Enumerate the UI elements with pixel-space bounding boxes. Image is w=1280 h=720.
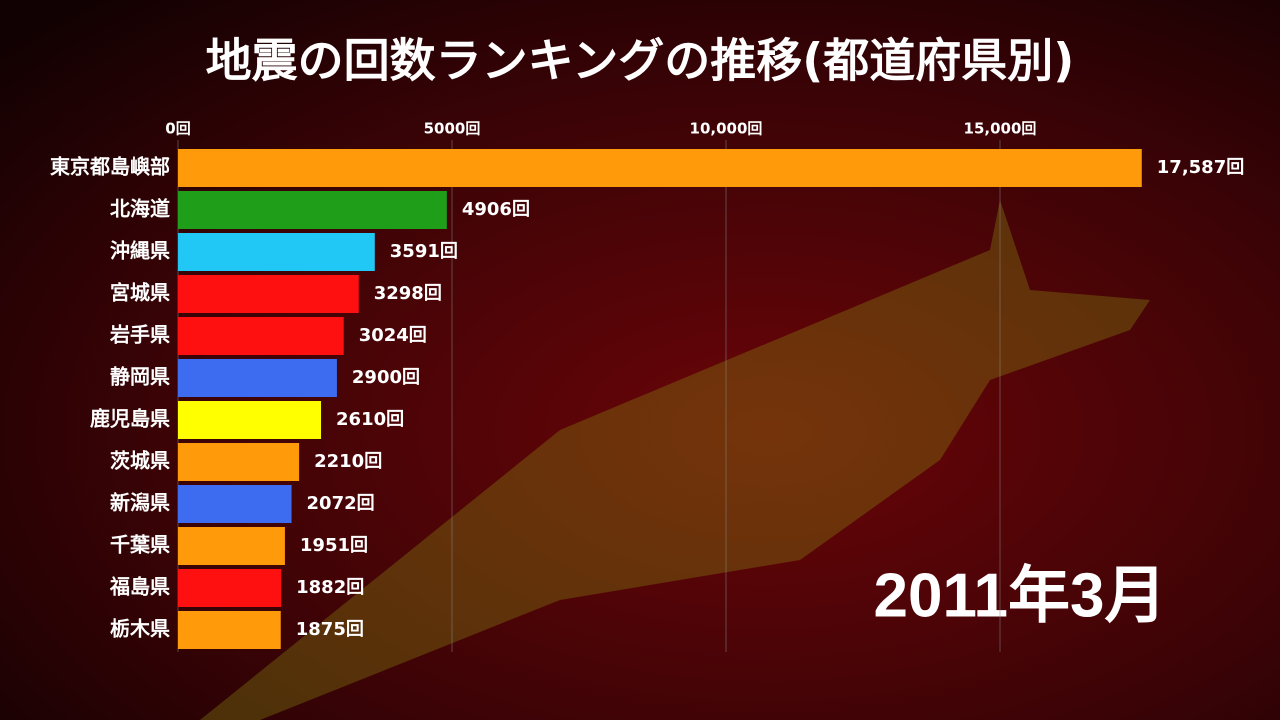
category-label: 北海道 (110, 197, 170, 221)
value-label: 2210回 (314, 451, 382, 472)
category-label: 茨城県 (110, 449, 170, 473)
bar (178, 359, 337, 397)
value-label: 3024回 (359, 325, 427, 346)
bar (178, 191, 447, 229)
category-label: 宮城県 (110, 281, 170, 305)
chart-title: 地震の回数ランキングの推移(都道府県別) (206, 34, 1075, 88)
category-label: 千葉県 (110, 533, 170, 557)
value-label: 17,587回 (1157, 157, 1244, 178)
date-annotation: 2011年3月 (874, 561, 1167, 630)
bar (178, 443, 300, 481)
bar (178, 485, 292, 523)
category-label: 福島県 (109, 575, 170, 599)
value-label: 4906回 (462, 199, 530, 220)
category-label: 東京都島嶼部 (50, 155, 170, 179)
value-label: 3591回 (390, 241, 458, 262)
bar (178, 149, 1142, 187)
category-label: 沖縄県 (110, 239, 170, 263)
value-label: 1951回 (300, 535, 368, 556)
value-label: 2610回 (336, 409, 404, 430)
value-label: 3298回 (374, 283, 442, 304)
bar (178, 233, 375, 271)
category-label: 岩手県 (109, 323, 170, 347)
x-tick-label: 0回 (165, 120, 190, 138)
value-label: 2072回 (307, 493, 375, 514)
map-decoration (200, 200, 1150, 720)
bar (178, 611, 281, 649)
bar (178, 569, 282, 607)
category-label: 静岡県 (110, 365, 170, 389)
bar (178, 275, 359, 313)
x-tick-label: 5000回 (424, 120, 481, 138)
bar (178, 527, 285, 565)
category-label: 栃木県 (110, 617, 170, 641)
category-label: 鹿児島県 (90, 407, 170, 431)
x-tick-label: 15,000回 (964, 120, 1037, 138)
bar (178, 401, 322, 439)
x-tick-label: 10,000回 (690, 120, 763, 138)
category-label: 新潟県 (110, 491, 170, 515)
value-label: 1882回 (296, 577, 364, 598)
value-label: 1875回 (296, 619, 364, 640)
value-label: 2900回 (352, 367, 420, 388)
bar (178, 317, 344, 355)
